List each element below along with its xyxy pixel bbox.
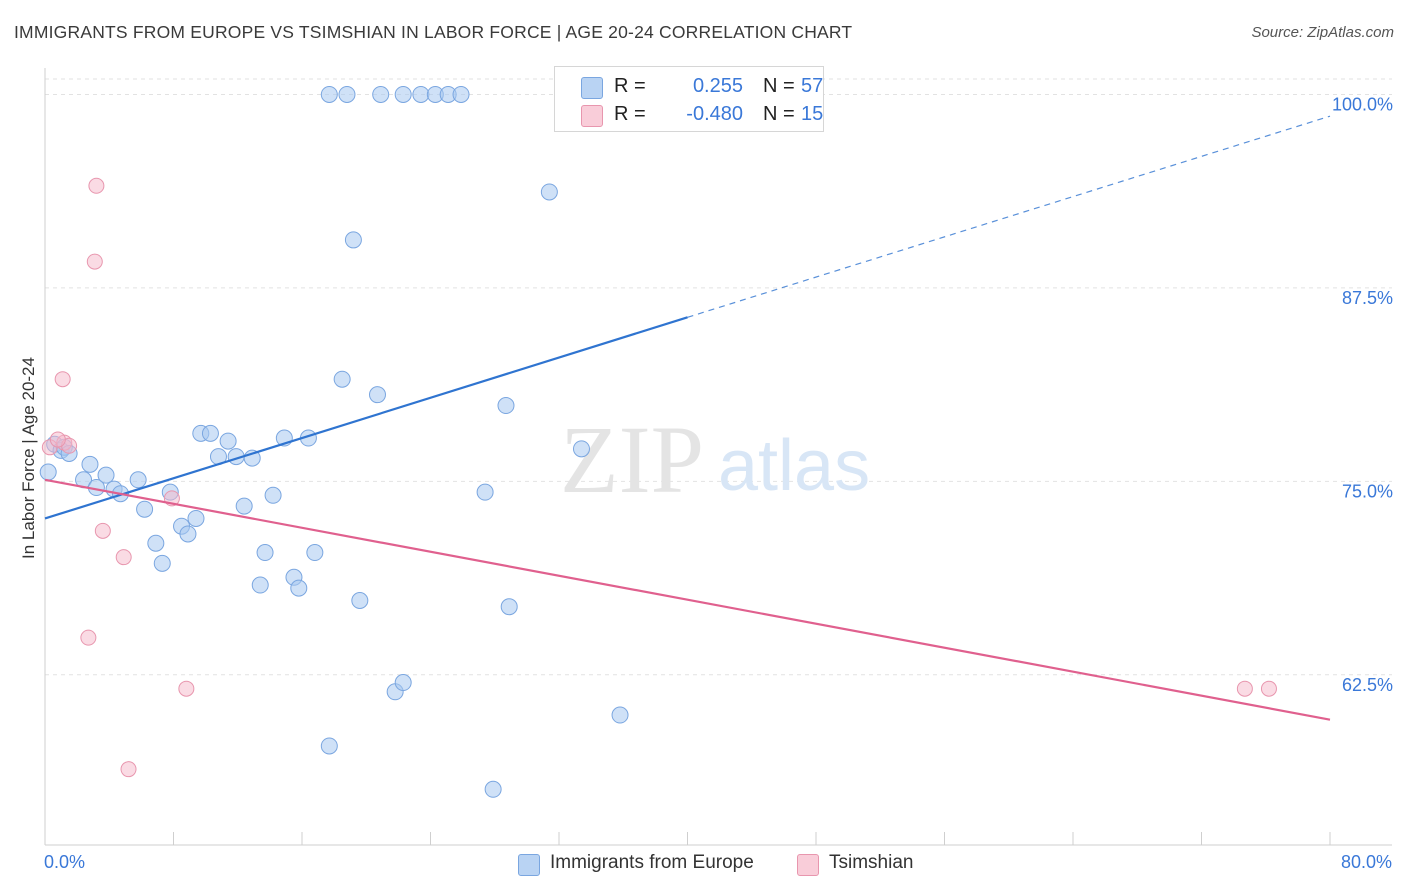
bottom-legend-label: Tsimshian [829,852,914,873]
trend-lines [44,115,1331,721]
data-point-tsimshian [86,253,103,270]
legend-r-value: 0.255 [692,75,743,97]
data-point-immigrants-from-europe [500,598,518,616]
legend-swatch-blue [581,77,603,99]
data-point-immigrants-from-europe [452,85,470,103]
data-point-immigrants-from-europe [484,780,502,798]
data-point-tsimshian [54,371,71,388]
watermark-zip: ZIP [560,406,704,513]
trend-line-immigrants-from-europe [44,316,688,520]
data-point-immigrants-from-europe [394,85,412,103]
data-point-immigrants-from-europe [572,440,590,458]
source-label: Source: ZipAtlas.com [1251,24,1394,41]
watermark-atlas: atlas [718,426,870,506]
y-tick-label: 100.0% [1332,94,1393,114]
data-point-tsimshian [1260,680,1277,697]
y-axis-label: In Labor Force | Age 20-24 [19,357,38,559]
data-point-immigrants-from-europe [338,85,356,103]
series-immigrants-from-europe [39,85,629,798]
correlation-legend: R = 0.255 N = 57 R = -0.480 N = 15 [554,66,824,132]
data-point-tsimshian [49,431,66,448]
data-point-immigrants-from-europe [320,85,338,103]
y-tick-labels: 62.5% 75.0% 87.5% 100.0% [1332,94,1393,694]
legend-r-label: R = [614,103,646,125]
legend-n-label: N = [763,75,795,97]
data-point-tsimshian [80,629,97,646]
legend-r-label: R = [614,75,646,97]
data-point-immigrants-from-europe [97,466,115,484]
data-point-immigrants-from-europe [219,432,237,450]
data-point-immigrants-from-europe [368,386,386,404]
data-point-immigrants-from-europe [540,183,558,201]
gridlines [45,78,1392,676]
data-point-immigrants-from-europe [201,424,219,442]
data-point-immigrants-from-europe [129,471,147,489]
trend-line-extension [687,115,1331,318]
y-tick-label: 75.0% [1342,481,1393,501]
data-point-immigrants-from-europe [256,544,274,562]
data-point-immigrants-from-europe [497,397,515,415]
data-point-immigrants-from-europe [344,231,362,249]
y-tick-label: 87.5% [1342,288,1393,308]
data-point-immigrants-from-europe [147,534,165,552]
legend-n-value: 15 [801,103,824,125]
data-point-tsimshian [120,761,137,778]
data-point-immigrants-from-europe [351,591,369,609]
x-tick-label-max: 80.0% [1340,852,1392,872]
legend-n-value: 57 [801,75,824,97]
trend-line-tsimshian [44,478,1331,721]
legend-n-label: N = [763,103,795,125]
data-point-immigrants-from-europe [136,500,154,518]
data-point-immigrants-from-europe [320,737,338,755]
data-point-tsimshian [115,549,132,566]
bottom-legend-label: Immigrants from Europe [550,852,754,873]
data-point-tsimshian [178,680,195,697]
data-point-tsimshian [88,177,105,194]
x-tick-label-min: 0.0% [44,852,86,872]
data-point-immigrants-from-europe [39,463,57,481]
data-point-immigrants-from-europe [476,483,494,501]
data-point-immigrants-from-europe [264,486,282,504]
bottom-legend-swatch-pink [797,854,819,876]
series-tsimshian [41,177,1277,778]
watermark: ZIP atlas [560,406,870,513]
data-point-immigrants-from-europe [235,497,253,515]
data-point-immigrants-from-europe [333,370,351,388]
bottom-legend-swatch-blue [518,854,540,876]
data-point-immigrants-from-europe [179,525,197,543]
y-tick-label: 62.5% [1342,675,1393,695]
data-point-tsimshian [1236,680,1253,697]
data-point-immigrants-from-europe [611,706,629,724]
data-point-immigrants-from-europe [153,554,171,572]
data-point-immigrants-from-europe [306,544,324,562]
data-point-immigrants-from-europe [290,579,308,597]
legend-swatch-pink [581,105,603,127]
legend-r-value: -0.480 [686,103,743,125]
axes [44,68,1392,846]
chart-title: IMMIGRANTS FROM EUROPE VS TSIMSHIAN IN L… [14,22,853,42]
data-point-tsimshian [94,522,111,539]
data-point-immigrants-from-europe [81,455,99,473]
data-point-immigrants-from-europe [394,674,412,692]
data-point-immigrants-from-europe [412,85,430,103]
data-point-immigrants-from-europe [187,509,205,527]
data-point-immigrants-from-europe [251,576,269,594]
data-point-immigrants-from-europe [372,85,390,103]
